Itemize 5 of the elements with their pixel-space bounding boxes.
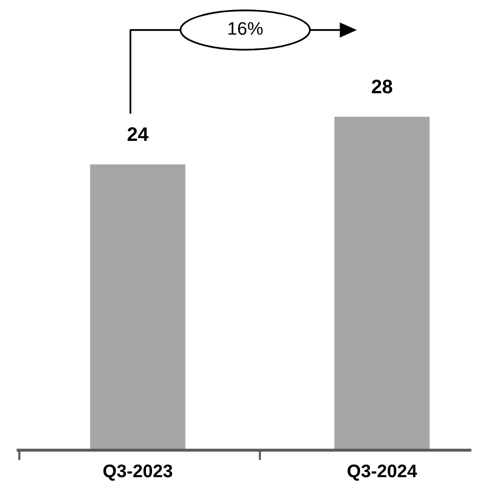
- data-label: 28: [372, 80, 392, 94]
- x-tick-label: Q3-2023: [103, 464, 172, 481]
- data-label: 24: [128, 127, 148, 141]
- text: 16%: [228, 22, 263, 35]
- x-tick-label: Q3-2024: [348, 464, 418, 481]
